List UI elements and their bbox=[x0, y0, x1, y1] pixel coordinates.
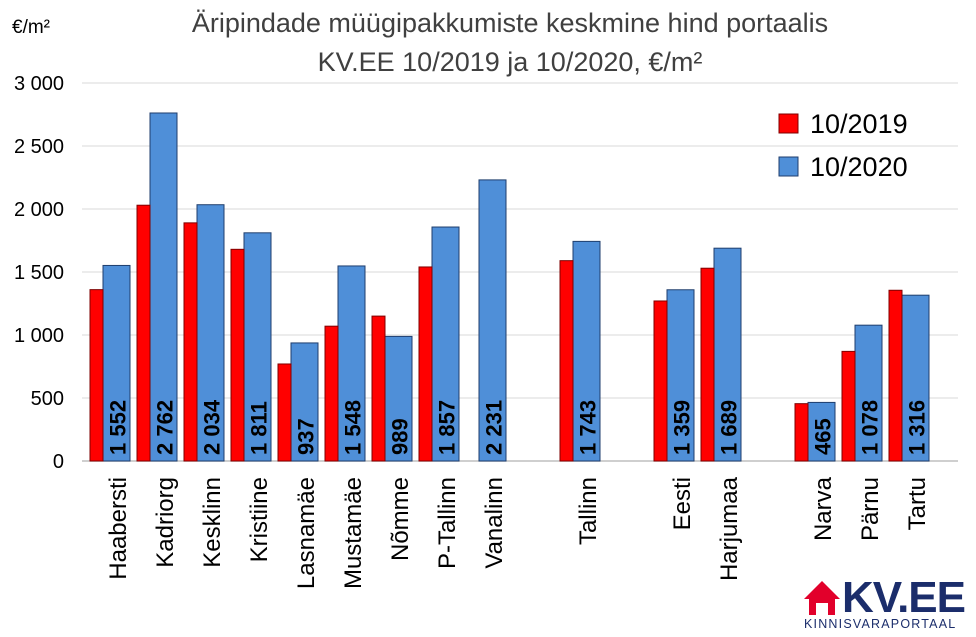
data-label: 2 034 bbox=[200, 399, 225, 455]
bar-2019 bbox=[841, 350, 856, 462]
data-label: 465 bbox=[811, 418, 836, 455]
data-label: 1 316 bbox=[905, 400, 930, 455]
y-tick-label: 3 000 bbox=[14, 73, 64, 95]
bar-2019 bbox=[324, 325, 339, 462]
x-tick-label: Lasnamäe bbox=[293, 477, 320, 589]
data-label: 2 762 bbox=[153, 400, 178, 455]
data-label: 1 359 bbox=[670, 400, 695, 455]
data-label: 937 bbox=[294, 418, 319, 455]
x-tick-label: Vanalinn bbox=[481, 477, 508, 569]
data-label: 1 743 bbox=[576, 400, 601, 455]
house-icon bbox=[804, 581, 840, 615]
bar-2019 bbox=[653, 300, 668, 462]
y-tick-label: 1 000 bbox=[14, 325, 64, 347]
data-label: 1 552 bbox=[106, 400, 131, 455]
x-tick-label: Haabersti bbox=[105, 477, 132, 580]
bar-2020 bbox=[102, 264, 131, 462]
bar-2020 bbox=[901, 294, 930, 462]
x-tick-label: Nõmme bbox=[387, 477, 414, 561]
y-tick-label: 1 500 bbox=[14, 262, 64, 284]
bar-2020 bbox=[337, 265, 366, 462]
x-tick-label: Narva bbox=[810, 476, 837, 541]
data-label: 2 231 bbox=[482, 400, 507, 455]
bar-2019 bbox=[89, 289, 104, 462]
y-tick-label: 0 bbox=[53, 451, 64, 473]
bar-2020 bbox=[807, 401, 836, 462]
bar-2020 bbox=[243, 232, 272, 462]
bar-2020 bbox=[666, 289, 695, 462]
x-tick-label: Eesti bbox=[669, 477, 696, 530]
x-tick-label: Kadriorg bbox=[152, 477, 179, 568]
data-label: 1 857 bbox=[435, 400, 460, 455]
logo-tagline: KINNISVARAPORTAAL bbox=[804, 617, 957, 631]
legend-label: 10/2019 bbox=[810, 109, 908, 139]
data-label: 1 078 bbox=[858, 400, 883, 455]
bar-2019 bbox=[277, 363, 292, 462]
bar-2019 bbox=[136, 204, 151, 462]
bar-2019 bbox=[230, 248, 245, 462]
bar-2020 bbox=[431, 226, 460, 462]
data-label: 1 548 bbox=[341, 400, 366, 455]
legend-swatch bbox=[778, 113, 799, 134]
bar-2019 bbox=[559, 260, 574, 462]
kv-ee-logo: KV.EE KINNISVARAPORTAAL bbox=[802, 573, 970, 633]
bar-2019 bbox=[888, 289, 903, 462]
legend-label: 10/2020 bbox=[810, 152, 908, 182]
x-tick-label: Tartu bbox=[904, 477, 931, 530]
chart-title-line-1: Äripindade müügipakkumiste keskmine hind… bbox=[191, 8, 829, 38]
x-tick-label: Mustamäe bbox=[340, 477, 367, 589]
legend-swatch bbox=[778, 156, 799, 177]
x-tick-label: Kesklinn bbox=[199, 477, 226, 568]
bar-2020 bbox=[478, 179, 507, 462]
x-tick-label: Tallinn bbox=[575, 477, 602, 545]
x-tick-label: Pärnu bbox=[857, 477, 884, 541]
data-label: 989 bbox=[388, 418, 413, 455]
logo-brand: KV.EE bbox=[842, 573, 966, 622]
y-tick-label: 2 000 bbox=[14, 199, 64, 221]
bar-2020 bbox=[854, 324, 883, 462]
bar-2019 bbox=[418, 266, 433, 462]
data-label: 1 811 bbox=[247, 401, 272, 455]
bar-2019 bbox=[794, 403, 809, 462]
bar-2019 bbox=[700, 267, 715, 462]
bar-2020 bbox=[572, 240, 601, 462]
y-tick-label: 2 500 bbox=[14, 136, 64, 158]
bar-2020 bbox=[713, 247, 742, 462]
bar-2020 bbox=[290, 342, 319, 462]
bar-2019 bbox=[183, 222, 198, 462]
x-tick-label: P-Tallinn bbox=[434, 477, 461, 569]
data-label: 1 689 bbox=[717, 400, 742, 455]
x-tick-label: Harjumaa bbox=[716, 476, 743, 581]
bar-2020 bbox=[196, 204, 225, 462]
chart-title-line-2: KV.EE 10/2019 ja 10/2020, €/m² bbox=[317, 47, 703, 77]
y-tick-label: 500 bbox=[31, 388, 64, 410]
y-axis-unit-label: €/m² bbox=[12, 17, 50, 38]
bar-2019 bbox=[371, 315, 386, 462]
x-tick-label: Kristiine bbox=[246, 477, 273, 562]
